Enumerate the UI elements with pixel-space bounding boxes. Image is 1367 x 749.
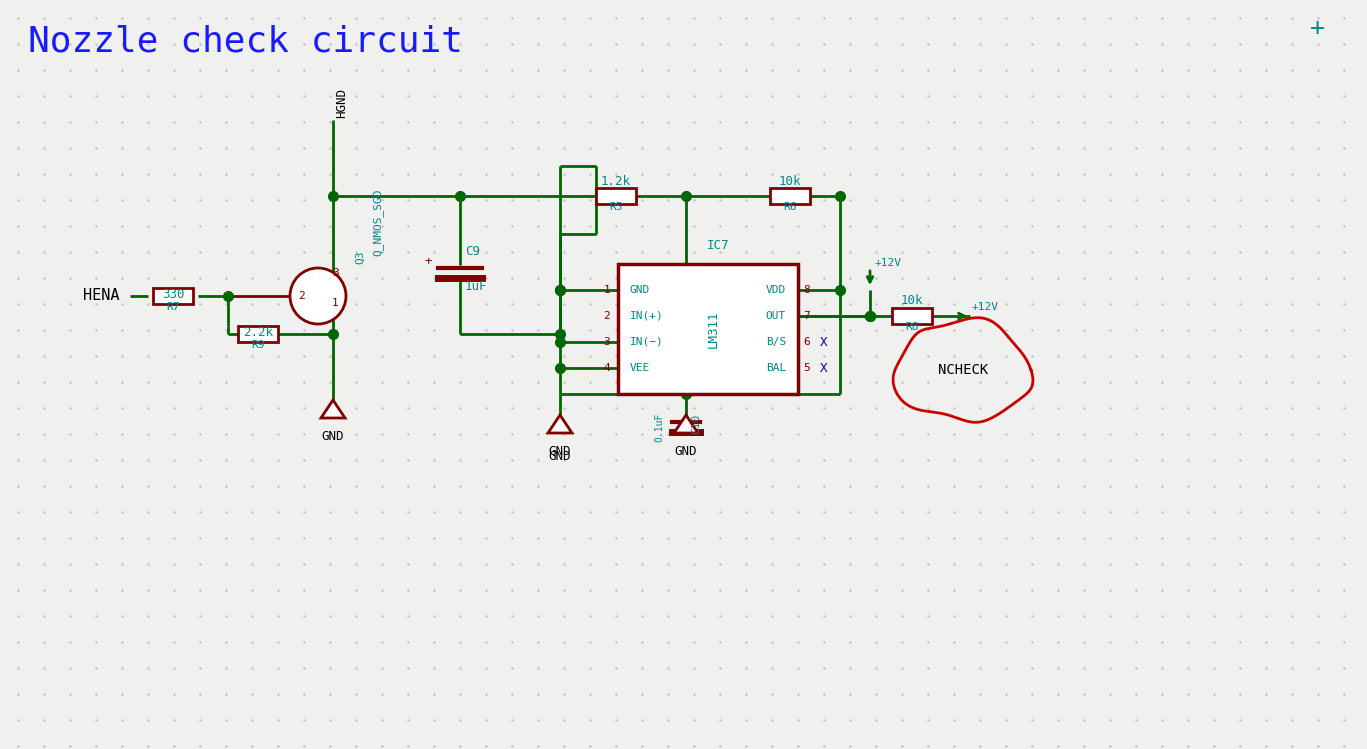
FancyBboxPatch shape (618, 264, 798, 394)
Text: 1: 1 (603, 285, 610, 295)
Text: 6: 6 (802, 337, 809, 347)
Text: 3: 3 (332, 268, 339, 278)
FancyBboxPatch shape (238, 326, 278, 342)
Text: Q_NMOS_SGD: Q_NMOS_SGD (372, 189, 383, 256)
Text: R5: R5 (610, 202, 623, 212)
Text: +: + (1310, 16, 1325, 40)
Text: IC7: IC7 (707, 239, 729, 252)
Text: 5: 5 (802, 363, 809, 373)
Text: NCHECK: NCHECK (938, 363, 988, 377)
Text: GND: GND (548, 445, 571, 458)
Text: R7: R7 (167, 302, 179, 312)
Text: R6: R6 (783, 202, 797, 212)
Text: 1: 1 (332, 298, 339, 308)
Text: 3: 3 (603, 337, 610, 347)
Text: X: X (820, 362, 827, 374)
Text: C10: C10 (690, 414, 701, 434)
Polygon shape (321, 400, 344, 418)
Text: 330: 330 (161, 288, 185, 302)
Text: 2.2k: 2.2k (243, 327, 273, 339)
FancyBboxPatch shape (596, 188, 636, 204)
FancyBboxPatch shape (770, 188, 811, 204)
FancyBboxPatch shape (153, 288, 193, 304)
Text: 2: 2 (298, 291, 305, 301)
Text: 1.2k: 1.2k (601, 175, 632, 188)
Text: 10k: 10k (901, 294, 923, 307)
Text: HGND: HGND (335, 88, 349, 118)
Text: IN(+): IN(+) (630, 311, 664, 321)
Text: Nozzle check circuit: Nozzle check circuit (27, 25, 463, 59)
Text: R9: R9 (252, 340, 265, 350)
Text: +: + (425, 255, 432, 268)
FancyBboxPatch shape (893, 308, 932, 324)
Text: GND: GND (675, 445, 697, 458)
Polygon shape (548, 415, 571, 433)
Text: LM311: LM311 (707, 310, 719, 348)
Polygon shape (674, 415, 699, 433)
Text: VEE: VEE (630, 363, 651, 373)
Text: OUT: OUT (766, 311, 786, 321)
Text: 7: 7 (802, 311, 809, 321)
Text: 4: 4 (603, 363, 610, 373)
Text: C9: C9 (465, 245, 480, 258)
Text: HENA: HENA (83, 288, 119, 303)
Text: +12V: +12V (875, 258, 902, 268)
Circle shape (290, 268, 346, 324)
Text: IN(−): IN(−) (630, 337, 664, 347)
Text: 1uF: 1uF (465, 280, 488, 293)
Text: GND: GND (548, 450, 571, 463)
Text: BAL: BAL (766, 363, 786, 373)
Text: X: X (820, 336, 827, 348)
Text: B/S: B/S (766, 337, 786, 347)
Text: 10k: 10k (779, 175, 801, 188)
Text: GND: GND (630, 285, 651, 295)
Text: Q3: Q3 (355, 250, 365, 264)
Text: R8: R8 (905, 322, 919, 332)
Text: VDD: VDD (766, 285, 786, 295)
Text: +12V: +12V (972, 302, 999, 312)
Text: 2: 2 (603, 311, 610, 321)
Text: 8: 8 (802, 285, 809, 295)
Text: 0.1uF: 0.1uF (653, 412, 664, 442)
Text: GND: GND (321, 430, 344, 443)
